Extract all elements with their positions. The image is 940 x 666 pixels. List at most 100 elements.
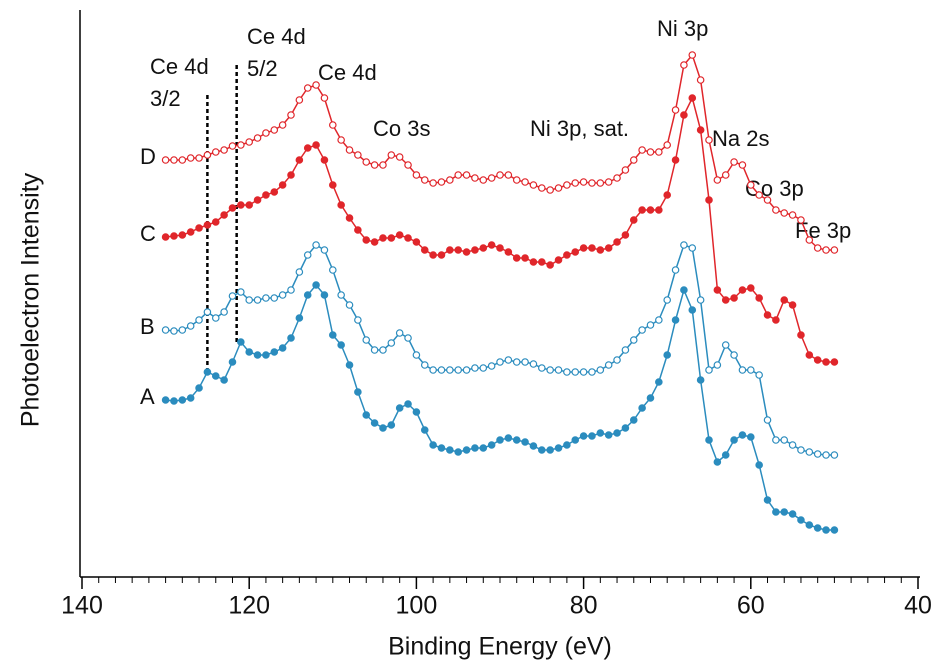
data-point (487, 241, 496, 249)
data-point (621, 424, 630, 432)
data-point (404, 334, 412, 342)
data-point (278, 121, 287, 129)
data-point (621, 346, 630, 354)
data-point (303, 84, 312, 92)
data-point (596, 429, 605, 437)
data-point (788, 301, 797, 309)
data-point (161, 396, 170, 404)
data-point (462, 248, 471, 256)
data-point (370, 346, 379, 354)
data-point (354, 388, 362, 396)
data-point (454, 171, 463, 179)
data-point (220, 376, 228, 384)
data-point (253, 296, 262, 304)
data-point (245, 201, 254, 209)
data-point (312, 81, 320, 89)
data-point (387, 151, 396, 159)
data-point (328, 121, 337, 129)
data-point (813, 450, 822, 458)
data-point (437, 444, 446, 452)
data-point (721, 341, 730, 349)
data-point (629, 216, 638, 224)
data-point (646, 394, 655, 402)
data-point (303, 291, 312, 299)
data-point (780, 436, 789, 444)
data-point (638, 146, 646, 154)
data-point (512, 176, 521, 184)
data-point (404, 400, 412, 408)
data-point (512, 436, 521, 444)
data-point (646, 321, 655, 329)
data-point (395, 404, 404, 412)
data-point (328, 181, 337, 189)
data-point (705, 136, 713, 144)
data-point (780, 209, 789, 217)
data-point (429, 251, 437, 259)
data-point (303, 144, 312, 152)
data-point (320, 246, 329, 254)
data-point (262, 129, 270, 137)
data-point (529, 181, 538, 189)
data-point (512, 358, 521, 366)
data-point (730, 294, 738, 302)
data-point (170, 397, 178, 405)
data-point (604, 361, 613, 369)
data-point (203, 221, 212, 229)
data-point (420, 426, 429, 434)
data-point (412, 238, 421, 246)
data-point (671, 266, 680, 274)
data-point (170, 232, 178, 240)
data-point (738, 366, 747, 374)
data-point (696, 376, 705, 384)
data-point (713, 286, 722, 294)
data-point (596, 366, 605, 374)
data-point (220, 308, 228, 316)
data-point (379, 161, 387, 169)
data-point (563, 368, 571, 376)
data-point (270, 294, 279, 302)
data-point (772, 508, 780, 516)
y-axis-label: Photoelectron Intensity (17, 172, 45, 427)
data-point (262, 351, 270, 359)
data-point (186, 394, 195, 402)
series-line (165, 283, 835, 531)
data-point (211, 148, 220, 156)
annotation: Ni 3p, sat. (530, 116, 629, 141)
data-point (295, 156, 304, 164)
data-point (337, 201, 345, 209)
data-point (345, 301, 354, 309)
data-point (638, 326, 646, 334)
data-point (379, 346, 387, 354)
data-point (521, 178, 529, 186)
data-point (412, 171, 421, 179)
data-point (479, 364, 488, 372)
data-point (404, 234, 412, 242)
data-point (663, 296, 672, 304)
data-point (170, 327, 178, 335)
data-point (671, 316, 680, 324)
data-point (546, 186, 554, 194)
data-point (755, 191, 763, 199)
series-label: D (140, 144, 156, 169)
data-point (161, 233, 170, 241)
data-point (521, 358, 529, 366)
data-point (328, 331, 337, 339)
data-point (228, 142, 237, 150)
data-point (454, 448, 463, 456)
data-point (245, 296, 254, 304)
data-point (646, 206, 655, 214)
data-point (730, 158, 738, 166)
data-point (696, 126, 705, 134)
x-tick-label: 100 (396, 592, 438, 620)
annotation: Co 3p (745, 176, 804, 201)
data-point (805, 521, 814, 529)
data-point (763, 496, 772, 504)
data-point (178, 156, 187, 164)
data-point (270, 126, 279, 134)
data-point (161, 326, 170, 334)
data-point (504, 434, 513, 442)
data-point (287, 171, 295, 179)
series-label: A (140, 384, 155, 409)
data-point (721, 451, 730, 459)
